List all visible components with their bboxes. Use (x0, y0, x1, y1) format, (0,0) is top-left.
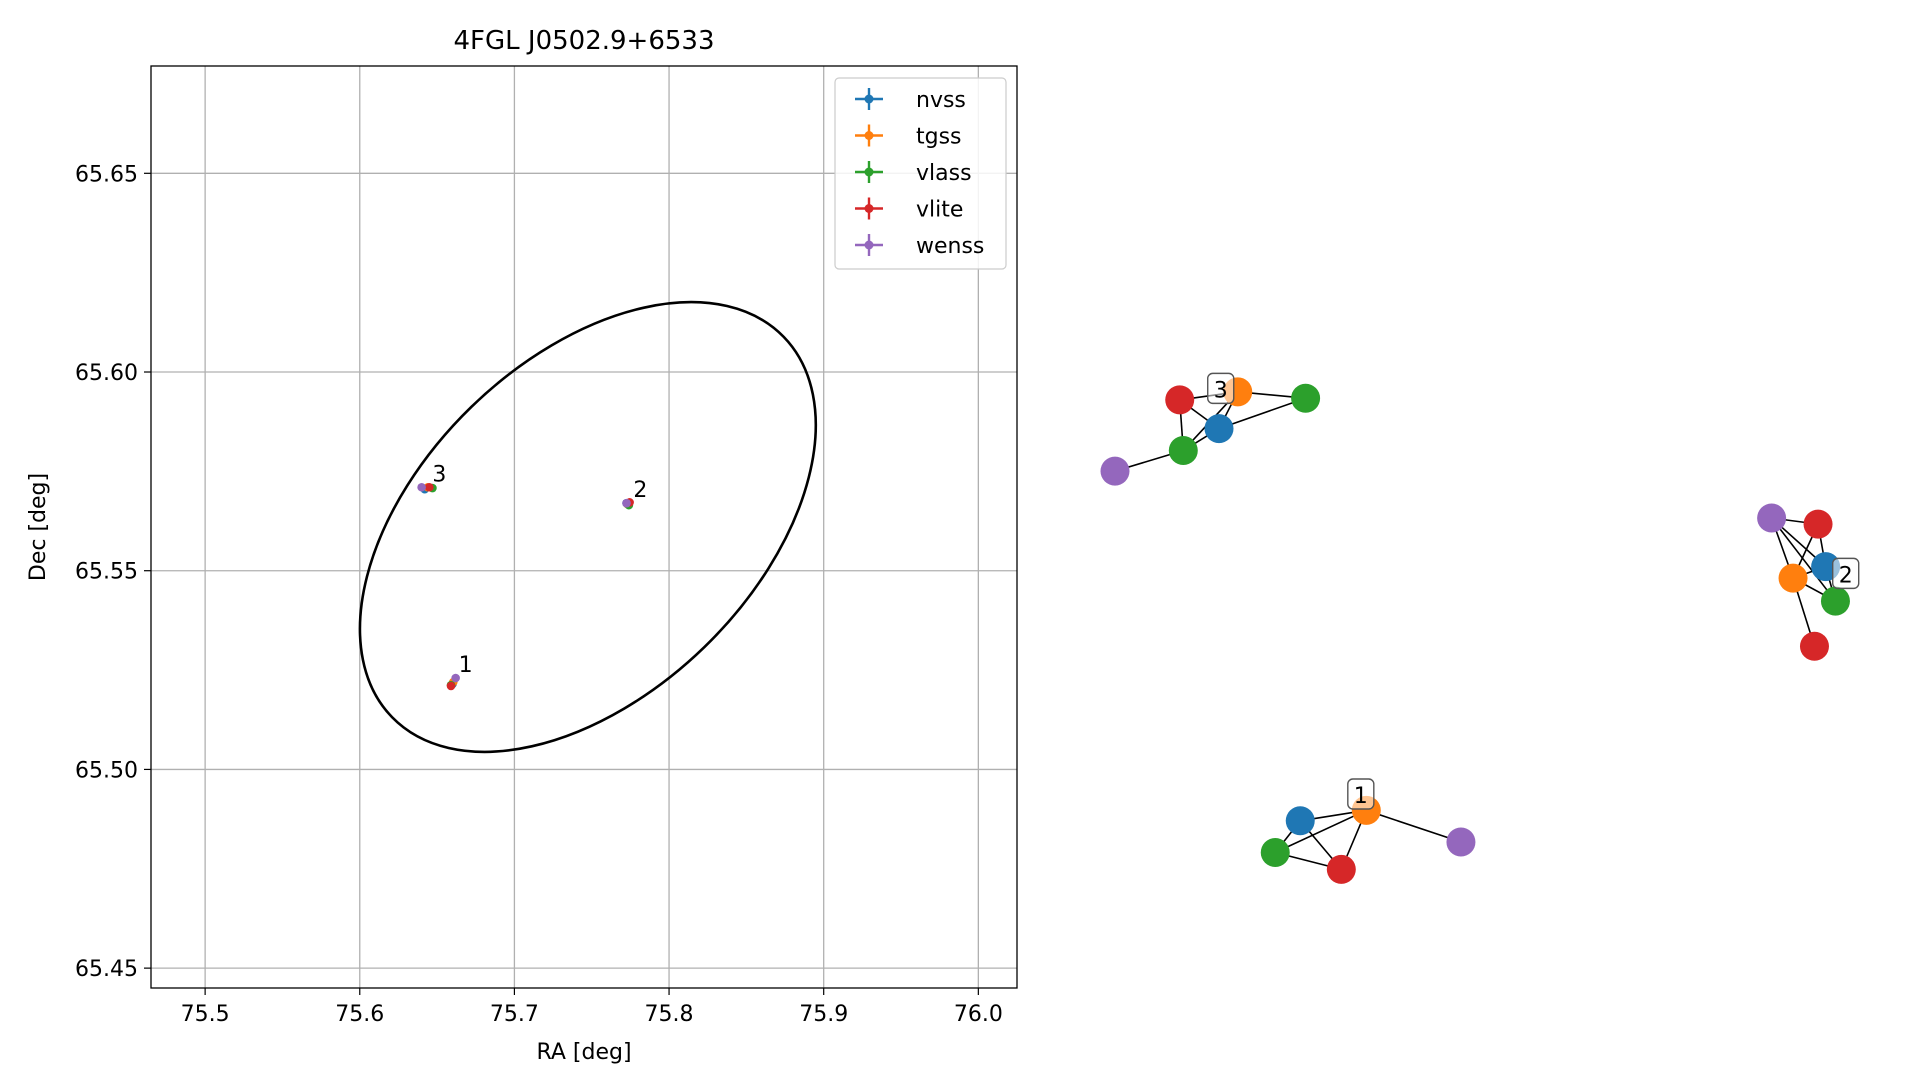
network-edge (1770, 517, 1837, 602)
network-edge (1366, 809, 1462, 843)
network-node-wenss (1100, 456, 1130, 486)
chart-title: 4FGL J0502.9+6533 (454, 26, 715, 56)
network-node-wenss (1446, 827, 1476, 857)
x-tick-label: 76.0 (954, 1002, 1003, 1027)
network-label-box (1207, 372, 1235, 405)
network-node-vlass (1820, 586, 1850, 616)
network-panel: 3 2 1 (1100, 372, 1860, 884)
legend-marker-dot (864, 167, 874, 177)
legend-entry-vlite: vlite (855, 197, 963, 223)
network-node-nvss (1285, 806, 1315, 836)
network-edge (1274, 809, 1367, 854)
network-node-tgss (1778, 563, 1808, 593)
legend-label: nvss (916, 88, 966, 113)
legend-marker-dot (864, 131, 874, 140)
error-ellipse-layer (358, 300, 818, 754)
y-tick-label: 65.65 (75, 162, 138, 187)
legend-marker-dot (864, 240, 874, 250)
network-node-vlass (1260, 838, 1290, 867)
legend-label: tgss (916, 125, 962, 150)
network-node-vlite (1799, 631, 1829, 661)
x-tick-label: 75.7 (490, 1002, 539, 1027)
x-axis-ticks: 75.5 75.6 75.7 75.8 75.9 76.0 (181, 988, 1003, 1027)
network-node-vlite (1803, 509, 1833, 539)
network-node-vlite (1326, 854, 1356, 884)
legend-entry-nvss: nvss (855, 88, 966, 113)
network-label: 2 (1839, 563, 1853, 588)
x-tick-label: 75.6 (335, 1002, 384, 1027)
network-label-box (1832, 557, 1860, 590)
point-wenss (451, 673, 460, 683)
point-wenss (622, 498, 631, 508)
x-tick-label: 75.8 (645, 1002, 694, 1027)
point-wenss (417, 482, 426, 492)
legend-entry-vlass: vlass (855, 161, 972, 186)
network-node-vlite (1165, 385, 1195, 415)
data-points (417, 482, 634, 691)
point-vlite (446, 681, 456, 691)
legend-marker-dot (864, 204, 874, 213)
legend-marker-dot (864, 94, 874, 104)
network-node-nvss (1204, 414, 1234, 444)
source-label-2: 2 (633, 478, 647, 503)
error-ellipse (358, 300, 818, 754)
legend-box (834, 77, 1007, 270)
legend-entry-tgss: tgss (855, 124, 962, 150)
network-edge (1218, 397, 1306, 430)
x-axis-label: RA [deg] (536, 1040, 631, 1065)
y-axis-label: Dec [deg] (26, 473, 51, 581)
network-group-1: 1 (1260, 778, 1476, 884)
legend-entry-wenss: wenss (855, 234, 984, 259)
network-label: 1 (1354, 784, 1368, 809)
network-node-vlass (1168, 436, 1198, 466)
network-node-vlass (1291, 383, 1321, 413)
network-group-2: 2 (1757, 503, 1860, 661)
legend-label: vlite (916, 198, 963, 223)
network-node-wenss (1757, 503, 1787, 533)
point-annotations: 1 2 3 (432, 462, 647, 678)
y-tick-label: 65.60 (75, 361, 138, 386)
y-tick-label: 65.55 (75, 560, 138, 585)
network-group-3: 3 (1100, 372, 1321, 486)
scatter-panel: 123 75.5 75.6 75.7 75.8 75.9 76.0 65.4565.506… (26, 26, 1018, 1065)
y-tick-label: 65.50 (75, 758, 138, 783)
network-label: 3 (1214, 378, 1228, 403)
legend-label: wenss (916, 234, 984, 259)
source-label-3: 3 (432, 462, 446, 487)
plot-frame (150, 65, 1018, 989)
network-label-box (1347, 778, 1375, 810)
y-tick-label: 65.45 (75, 957, 138, 982)
x-tick-label: 75.5 (181, 1002, 230, 1027)
legend-label: vlass (916, 161, 972, 186)
x-tick-label: 75.9 (799, 1002, 848, 1027)
source-label-1: 1 (459, 653, 473, 678)
y-axis-ticks: 65.45 65.50 65.55 65.60 65.65 (75, 162, 151, 982)
legend: nvss tgss vlass vlite wenss (834, 77, 1007, 270)
point-vlite (425, 482, 434, 492)
